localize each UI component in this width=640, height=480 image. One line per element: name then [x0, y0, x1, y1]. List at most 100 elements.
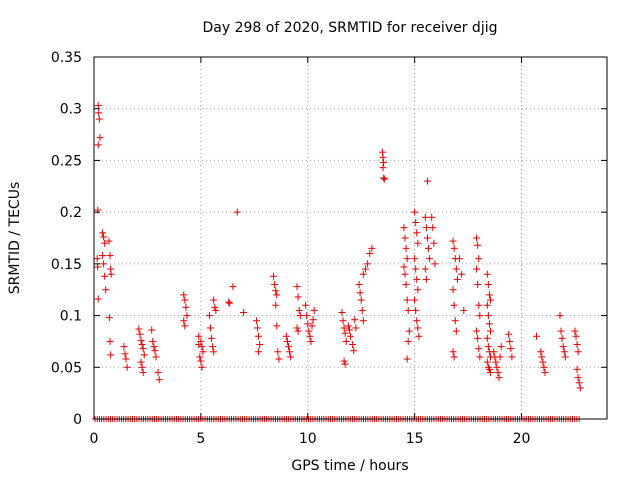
data-point	[487, 327, 495, 335]
data-point	[100, 260, 108, 268]
data-point	[541, 368, 549, 376]
data-point	[576, 384, 584, 392]
data-point	[492, 358, 500, 366]
data-point	[560, 348, 568, 356]
data-point	[474, 281, 482, 289]
data-point	[123, 363, 131, 371]
y-tick-label: 0.35	[51, 50, 82, 66]
data-point	[485, 291, 493, 299]
data-point	[431, 260, 439, 268]
data-point	[308, 322, 316, 330]
data-point	[100, 233, 108, 241]
data-point	[349, 341, 357, 349]
data-point	[183, 312, 191, 320]
data-point	[490, 348, 498, 356]
data-point	[205, 312, 213, 320]
data-point	[338, 308, 346, 316]
data-point	[412, 265, 420, 273]
data-point	[366, 250, 374, 258]
x-tick-label: 0	[90, 431, 99, 447]
data-point	[558, 334, 566, 342]
data-point	[450, 301, 458, 309]
data-point	[105, 237, 113, 245]
data-point	[484, 281, 492, 289]
data-point	[557, 327, 565, 335]
data-point	[275, 355, 283, 363]
data-point	[429, 224, 437, 232]
data-point	[255, 332, 263, 340]
data-point	[139, 345, 147, 353]
data-point	[307, 337, 315, 345]
data-point	[556, 312, 564, 320]
data-point	[403, 355, 411, 363]
data-points	[93, 102, 584, 392]
data-point	[413, 317, 421, 325]
data-point	[456, 255, 464, 263]
data-point	[180, 291, 188, 299]
data-point	[180, 317, 188, 325]
data-point	[430, 239, 438, 247]
data-point	[496, 353, 504, 361]
data-point	[94, 263, 102, 271]
data-point	[364, 260, 372, 268]
data-point	[310, 306, 318, 314]
data-point	[347, 332, 354, 340]
data-point	[94, 141, 102, 149]
data-point	[305, 327, 313, 335]
data-point	[95, 115, 103, 123]
data-point	[476, 312, 484, 320]
data-point	[135, 325, 143, 333]
data-point	[538, 353, 546, 361]
data-point	[272, 287, 280, 295]
data-point	[422, 275, 430, 283]
data-point	[148, 326, 156, 334]
data-point	[210, 348, 218, 356]
data-point	[206, 324, 214, 332]
data-point	[182, 303, 190, 311]
data-point	[539, 358, 547, 366]
data-point	[139, 368, 147, 376]
data-point	[423, 177, 431, 185]
data-point	[295, 306, 303, 314]
data-point	[361, 265, 369, 273]
data-point	[415, 332, 423, 340]
data-point	[575, 379, 583, 387]
data-point	[537, 348, 545, 356]
data-point	[380, 174, 388, 182]
axis-ticks: 0 5 10 15 20 0 0.05 0.1 0.15 0.2 0.25 0.3 0.35	[51, 50, 607, 447]
data-point	[122, 355, 130, 363]
data-point	[473, 234, 481, 242]
data-point	[402, 244, 410, 252]
data-point	[282, 332, 290, 340]
data-point	[573, 365, 581, 373]
data-point	[475, 301, 483, 309]
data-point	[571, 327, 579, 335]
data-point	[507, 345, 515, 353]
data-point	[94, 102, 102, 110]
data-point	[493, 363, 501, 371]
data-point	[505, 330, 513, 338]
data-point	[99, 252, 107, 260]
data-point	[287, 353, 295, 361]
data-point	[428, 213, 436, 221]
data-point	[452, 265, 460, 273]
data-point	[485, 365, 493, 373]
data-point	[286, 348, 294, 356]
data-point	[421, 265, 429, 273]
data-point	[138, 341, 146, 349]
data-point	[255, 348, 263, 356]
data-point	[413, 229, 421, 237]
data-point	[574, 348, 582, 356]
data-point	[357, 296, 365, 304]
data-point	[137, 336, 145, 344]
x-tick-label: 15	[406, 431, 424, 447]
data-point	[379, 164, 387, 172]
data-point	[240, 308, 248, 316]
data-point	[356, 289, 364, 297]
data-point	[226, 299, 234, 307]
data-point	[99, 229, 107, 237]
data-point	[497, 343, 505, 351]
data-point	[155, 376, 163, 384]
data-point	[121, 350, 129, 358]
data-point	[271, 281, 279, 289]
